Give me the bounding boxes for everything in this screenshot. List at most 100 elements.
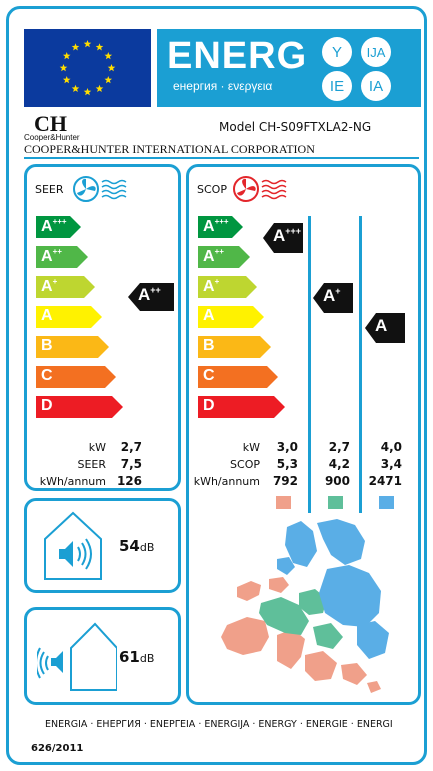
scop-label-scop: SCOP xyxy=(230,458,260,471)
company-name: COOPER&HUNTER INTERNATIONAL CORPORATION xyxy=(24,142,315,156)
seer-class-bar: A+++ xyxy=(36,216,81,238)
scop-rating-indicator: A+++ xyxy=(263,223,303,253)
scop-panel: SCOP A+++ A++ A+ A B C D A+++ A+ A kW SCOP kWh/a… xyxy=(186,164,421,705)
indoor-speaker-icon xyxy=(44,511,102,580)
brand-logo-sub: Cooper&Hunter xyxy=(24,133,80,142)
energy-subtitle: енергия · ενεργεια xyxy=(173,79,273,93)
scop-rating-label: A+++ xyxy=(273,226,302,245)
scop-title: SCOP xyxy=(197,183,227,196)
seer-value-annual: 126 xyxy=(116,474,142,488)
seer-class-bar: A++ xyxy=(36,246,88,268)
scop-class-bar: D xyxy=(198,396,285,418)
cooling-fan-icon xyxy=(73,176,127,202)
eu-star-icon xyxy=(95,43,104,51)
indoor-noise-value: 54dB xyxy=(119,537,154,555)
scop-col1-annual: 792 xyxy=(272,474,298,488)
seer-rating-sup: ++ xyxy=(150,285,161,295)
scop-col3-annual: 2471 xyxy=(368,474,402,488)
scop-class-label: C xyxy=(203,367,215,384)
footer-languages: ENERGIA · ЕНЕРГИЯ · ΕΝΕΡΓΕΙΑ · ENERGIJA … xyxy=(45,719,393,730)
brand-logo-letters: CH xyxy=(34,111,67,136)
scop-column-line-2 xyxy=(359,216,362,513)
seer-class-label: A+++ xyxy=(41,217,67,235)
eu-star-icon xyxy=(104,52,113,60)
scop-class-bar: A xyxy=(198,306,264,328)
seer-label-seer: SEER xyxy=(77,458,106,471)
scop-class-bar: A+ xyxy=(198,276,257,298)
scop-class-bar: C xyxy=(198,366,278,388)
lang-code-ia: IA xyxy=(361,71,391,101)
seer-class-label: A++ xyxy=(41,247,62,265)
scop-class-label: A+ xyxy=(203,277,220,295)
seer-rating-letter: A xyxy=(138,285,151,304)
seer-class-label: D xyxy=(41,397,53,414)
eu-flag-icon xyxy=(24,29,151,107)
seer-panel: SEER A+++ A++ A+ A B C D A++ kW SEER kWh/annum… xyxy=(24,164,181,491)
seer-rating-indicator: A++ xyxy=(128,283,174,311)
seer-value-kw: 2,7 xyxy=(120,440,142,454)
lang-code-ija: IJA xyxy=(361,37,391,67)
scop-col2-scop: 4,2 xyxy=(328,457,350,471)
scop-class-label: A++ xyxy=(203,247,224,265)
scop-rating-indicator: A xyxy=(365,313,405,343)
model-number: Model CH-S09FTXLA2-NG xyxy=(219,120,372,134)
outdoor-speaker-icon xyxy=(37,622,117,691)
lang-code-y: Y xyxy=(322,37,352,67)
outdoor-noise-unit: dB xyxy=(139,652,155,665)
seer-class-label: B xyxy=(41,337,53,354)
climate-swatch-average xyxy=(328,496,343,509)
climate-swatch-warmer xyxy=(379,496,394,509)
scop-class-label: D xyxy=(203,397,215,414)
eu-star-icon xyxy=(59,64,68,72)
eu-star-icon xyxy=(104,76,113,84)
seer-class-label: A+ xyxy=(41,277,58,295)
scop-class-label: A xyxy=(203,307,215,324)
seer-class-bar: A xyxy=(36,306,102,328)
scop-column-line-1 xyxy=(308,216,311,513)
heating-fan-icon xyxy=(233,176,287,202)
seer-class-label: A xyxy=(41,307,53,324)
seer-class-bar: B xyxy=(36,336,109,358)
seer-title: SEER xyxy=(35,183,64,196)
eu-star-icon xyxy=(95,84,104,93)
scop-label-annual: kWh/annum xyxy=(193,475,260,488)
seer-label-kw: kW xyxy=(88,441,106,454)
europe-climate-map-icon xyxy=(221,519,389,693)
seer-class-label: C xyxy=(41,367,53,384)
regulation-number: 626/2011 xyxy=(31,743,84,754)
scop-rating-label: A+ xyxy=(323,286,341,305)
eu-star-icon xyxy=(107,64,116,72)
energy-header: ENERG енергия · ενεργεια Y IJA IE IA xyxy=(157,29,421,107)
eu-star-icon xyxy=(62,52,71,60)
brand-logo: CH Cooper&Hunter xyxy=(24,111,114,145)
scop-col1-scop: 5,3 xyxy=(276,457,298,471)
eu-stars xyxy=(59,40,116,96)
indoor-noise-panel: 54dB xyxy=(24,498,181,593)
seer-class-bar: C xyxy=(36,366,116,388)
scop-label-kw: kW xyxy=(242,441,260,454)
lang-code-ie: IE xyxy=(322,71,352,101)
eu-star-icon xyxy=(62,76,71,84)
outdoor-noise-value: 61dB xyxy=(119,648,154,666)
scop-rating-indicator: A+ xyxy=(313,283,353,313)
scop-col2-kw: 2,7 xyxy=(328,440,350,454)
scop-col3-kw: 4,0 xyxy=(380,440,402,454)
seer-class-bar: A+ xyxy=(36,276,95,298)
eu-star-icon xyxy=(83,40,92,48)
seer-class-bar: D xyxy=(36,396,123,418)
eu-star-icon xyxy=(83,88,92,96)
divider xyxy=(24,157,419,159)
scop-class-label: A+++ xyxy=(203,217,229,235)
indoor-noise-number: 54 xyxy=(119,537,140,555)
indoor-noise-unit: dB xyxy=(139,541,155,554)
scop-class-bar: A+++ xyxy=(198,216,243,238)
energy-title: ENERG xyxy=(167,35,308,77)
scop-col3-scop: 3,4 xyxy=(380,457,402,471)
scop-col1-kw: 3,0 xyxy=(276,440,298,454)
eu-star-icon xyxy=(71,43,80,51)
climate-swatch-colder xyxy=(276,496,291,509)
seer-value-seer: 7,5 xyxy=(120,457,142,471)
outdoor-noise-number: 61 xyxy=(119,648,140,666)
scop-class-bar: B xyxy=(198,336,271,358)
seer-label-annual: kWh/annum xyxy=(39,475,106,488)
